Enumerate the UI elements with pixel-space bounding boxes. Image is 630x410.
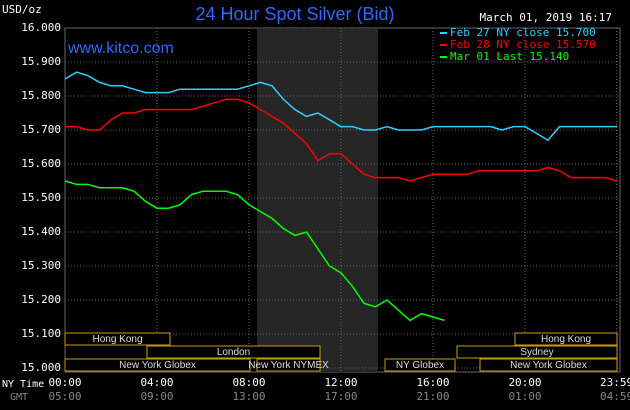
session-bar	[146, 345, 321, 359]
x2-tick-label: 13:00	[232, 390, 265, 403]
session-bar	[514, 332, 618, 346]
y-tick-label: 15.500	[21, 191, 61, 204]
x2-axis-label: GMT	[10, 392, 28, 403]
price-line	[65, 98, 618, 182]
x2-tick-label: 01:00	[508, 390, 541, 403]
y-tick-label: 15.100	[21, 327, 61, 340]
session-bar	[64, 358, 251, 372]
price-line	[64, 71, 617, 142]
legend-label: Feb 28 NY close 15.570	[450, 38, 596, 51]
x-tick-label: 23:59	[600, 376, 630, 389]
session-bar	[256, 358, 321, 372]
x-axis-label: NY Time	[2, 379, 44, 390]
x-tick-label: 08:00	[232, 376, 265, 389]
session-label: Hong Kong	[541, 334, 591, 345]
x-tick-label: 20:00	[508, 376, 541, 389]
legend-label: Feb 27 NY close 15.700	[450, 26, 596, 39]
session-label: New York NYMEX	[248, 360, 329, 371]
x-tick-label: 12:00	[324, 376, 357, 389]
session-label: Sydney	[520, 347, 553, 358]
y-tick-label: 15.000	[21, 361, 61, 374]
x-tick-label: 16:00	[416, 376, 449, 389]
y-tick-label: 15.400	[21, 225, 61, 238]
session-bar	[456, 345, 618, 359]
y-tick-label: 15.700	[21, 123, 61, 136]
session-label: NY Globex	[396, 360, 444, 371]
chart-title: 24 Hour Spot Silver (Bid)	[195, 4, 394, 24]
legend-label: Mar 01 Last 15.140	[450, 50, 569, 63]
y-axis-label: USD/oz	[2, 3, 42, 16]
x2-tick-label: 05:00	[48, 390, 81, 403]
watermark: www.kitco.com	[67, 40, 174, 57]
x2-tick-label: 21:00	[416, 390, 449, 403]
x-tick-label: 00:00	[48, 376, 81, 389]
x2-tick-label: 04:59	[600, 390, 630, 403]
session-label: New York Globex	[119, 360, 196, 371]
y-tick-label: 16.000	[21, 21, 61, 34]
session-label: New York Globex	[510, 360, 587, 371]
y-tick-label: 15.200	[21, 293, 61, 306]
session-bar	[64, 332, 171, 346]
session-bar	[384, 358, 456, 372]
y-tick-label: 15.900	[21, 55, 61, 68]
y-tick-label: 15.800	[21, 89, 61, 102]
price-line	[64, 180, 445, 322]
subtitle: March 01, 2019 16:17	[480, 11, 612, 24]
x-tick-label: 04:00	[140, 376, 173, 389]
x2-tick-label: 17:00	[324, 390, 357, 403]
nymex-shade	[257, 28, 378, 372]
y-tick-label: 15.600	[21, 157, 61, 170]
session-bar	[479, 358, 618, 372]
session-label: Hong Kong	[92, 334, 142, 345]
session-label: London	[217, 347, 250, 358]
y-tick-label: 15.300	[21, 259, 61, 272]
x2-tick-label: 09:00	[140, 390, 173, 403]
